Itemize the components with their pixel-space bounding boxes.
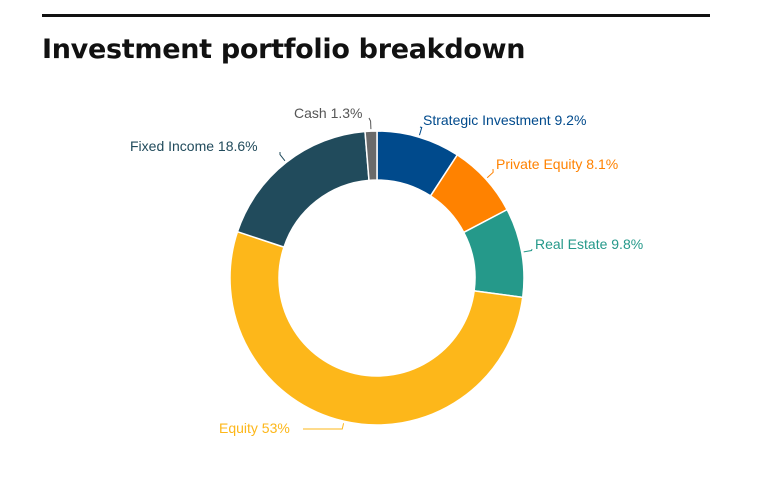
chart-title: Investment portfolio breakdown: [42, 34, 526, 65]
slice-cash[interactable]: [364, 130, 378, 182]
leader-line-private-equity: [486, 168, 494, 179]
data-label-fixed-income: Fixed Income 18.6%: [130, 138, 258, 154]
title-rule: [42, 14, 710, 17]
slice-equity[interactable]: [229, 230, 524, 426]
leader-line-cash: [368, 117, 372, 130]
data-label-equity: Equity 53%: [219, 420, 290, 436]
data-labels: Strategic Investment 9.2% Private Equity …: [130, 105, 643, 436]
leader-line-real-estate: [523, 248, 533, 253]
leader-line-fixed-income: [279, 151, 286, 162]
data-label-real-estate: Real Estate 9.8%: [535, 236, 643, 252]
leader-line-strategic-investment: [418, 126, 423, 136]
data-label-private-equity: Private Equity 8.1%: [496, 156, 618, 172]
data-label-cash: Cash 1.3%: [294, 105, 362, 121]
label-leader-lines: [279, 117, 533, 430]
donut-slices: [229, 130, 525, 426]
leader-line-equity: [302, 423, 345, 430]
data-label-strategic-investment: Strategic Investment 9.2%: [423, 112, 586, 128]
